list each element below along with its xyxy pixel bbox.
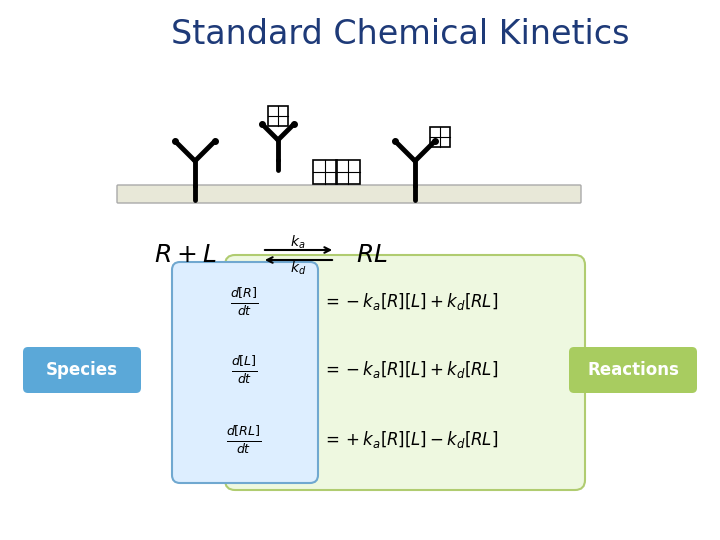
Text: $= +k_a[R][L]-k_d[RL]$: $= +k_a[R][L]-k_d[RL]$ [322,429,498,450]
Bar [430,127,450,147]
FancyBboxPatch shape [23,347,141,393]
Bar [268,106,288,126]
Text: $RL$: $RL$ [356,244,388,267]
Text: $\frac{d[RL]}{dt}$: $\frac{d[RL]}{dt}$ [226,424,261,456]
Bar [336,160,360,184]
Text: $k_d$: $k_d$ [290,259,306,276]
Text: $k_a$: $k_a$ [290,233,306,251]
Text: Species: Species [46,361,118,379]
Text: $= -k_a[R][L]+k_d[RL]$: $= -k_a[R][L]+k_d[RL]$ [322,292,498,313]
FancyBboxPatch shape [225,255,585,490]
Text: Standard Chemical Kinetics: Standard Chemical Kinetics [171,18,629,51]
Text: $R + L$: $R + L$ [154,244,216,267]
FancyBboxPatch shape [117,185,581,203]
Text: $\frac{d[L]}{dt}$: $\frac{d[L]}{dt}$ [230,354,258,386]
FancyBboxPatch shape [569,347,697,393]
Text: $\frac{d[R]}{dt}$: $\frac{d[R]}{dt}$ [230,286,258,318]
Text: Reactions: Reactions [587,361,679,379]
Text: $= -k_a[R][L]+k_d[RL]$: $= -k_a[R][L]+k_d[RL]$ [322,360,498,381]
FancyBboxPatch shape [172,262,318,483]
Bar [313,160,337,184]
